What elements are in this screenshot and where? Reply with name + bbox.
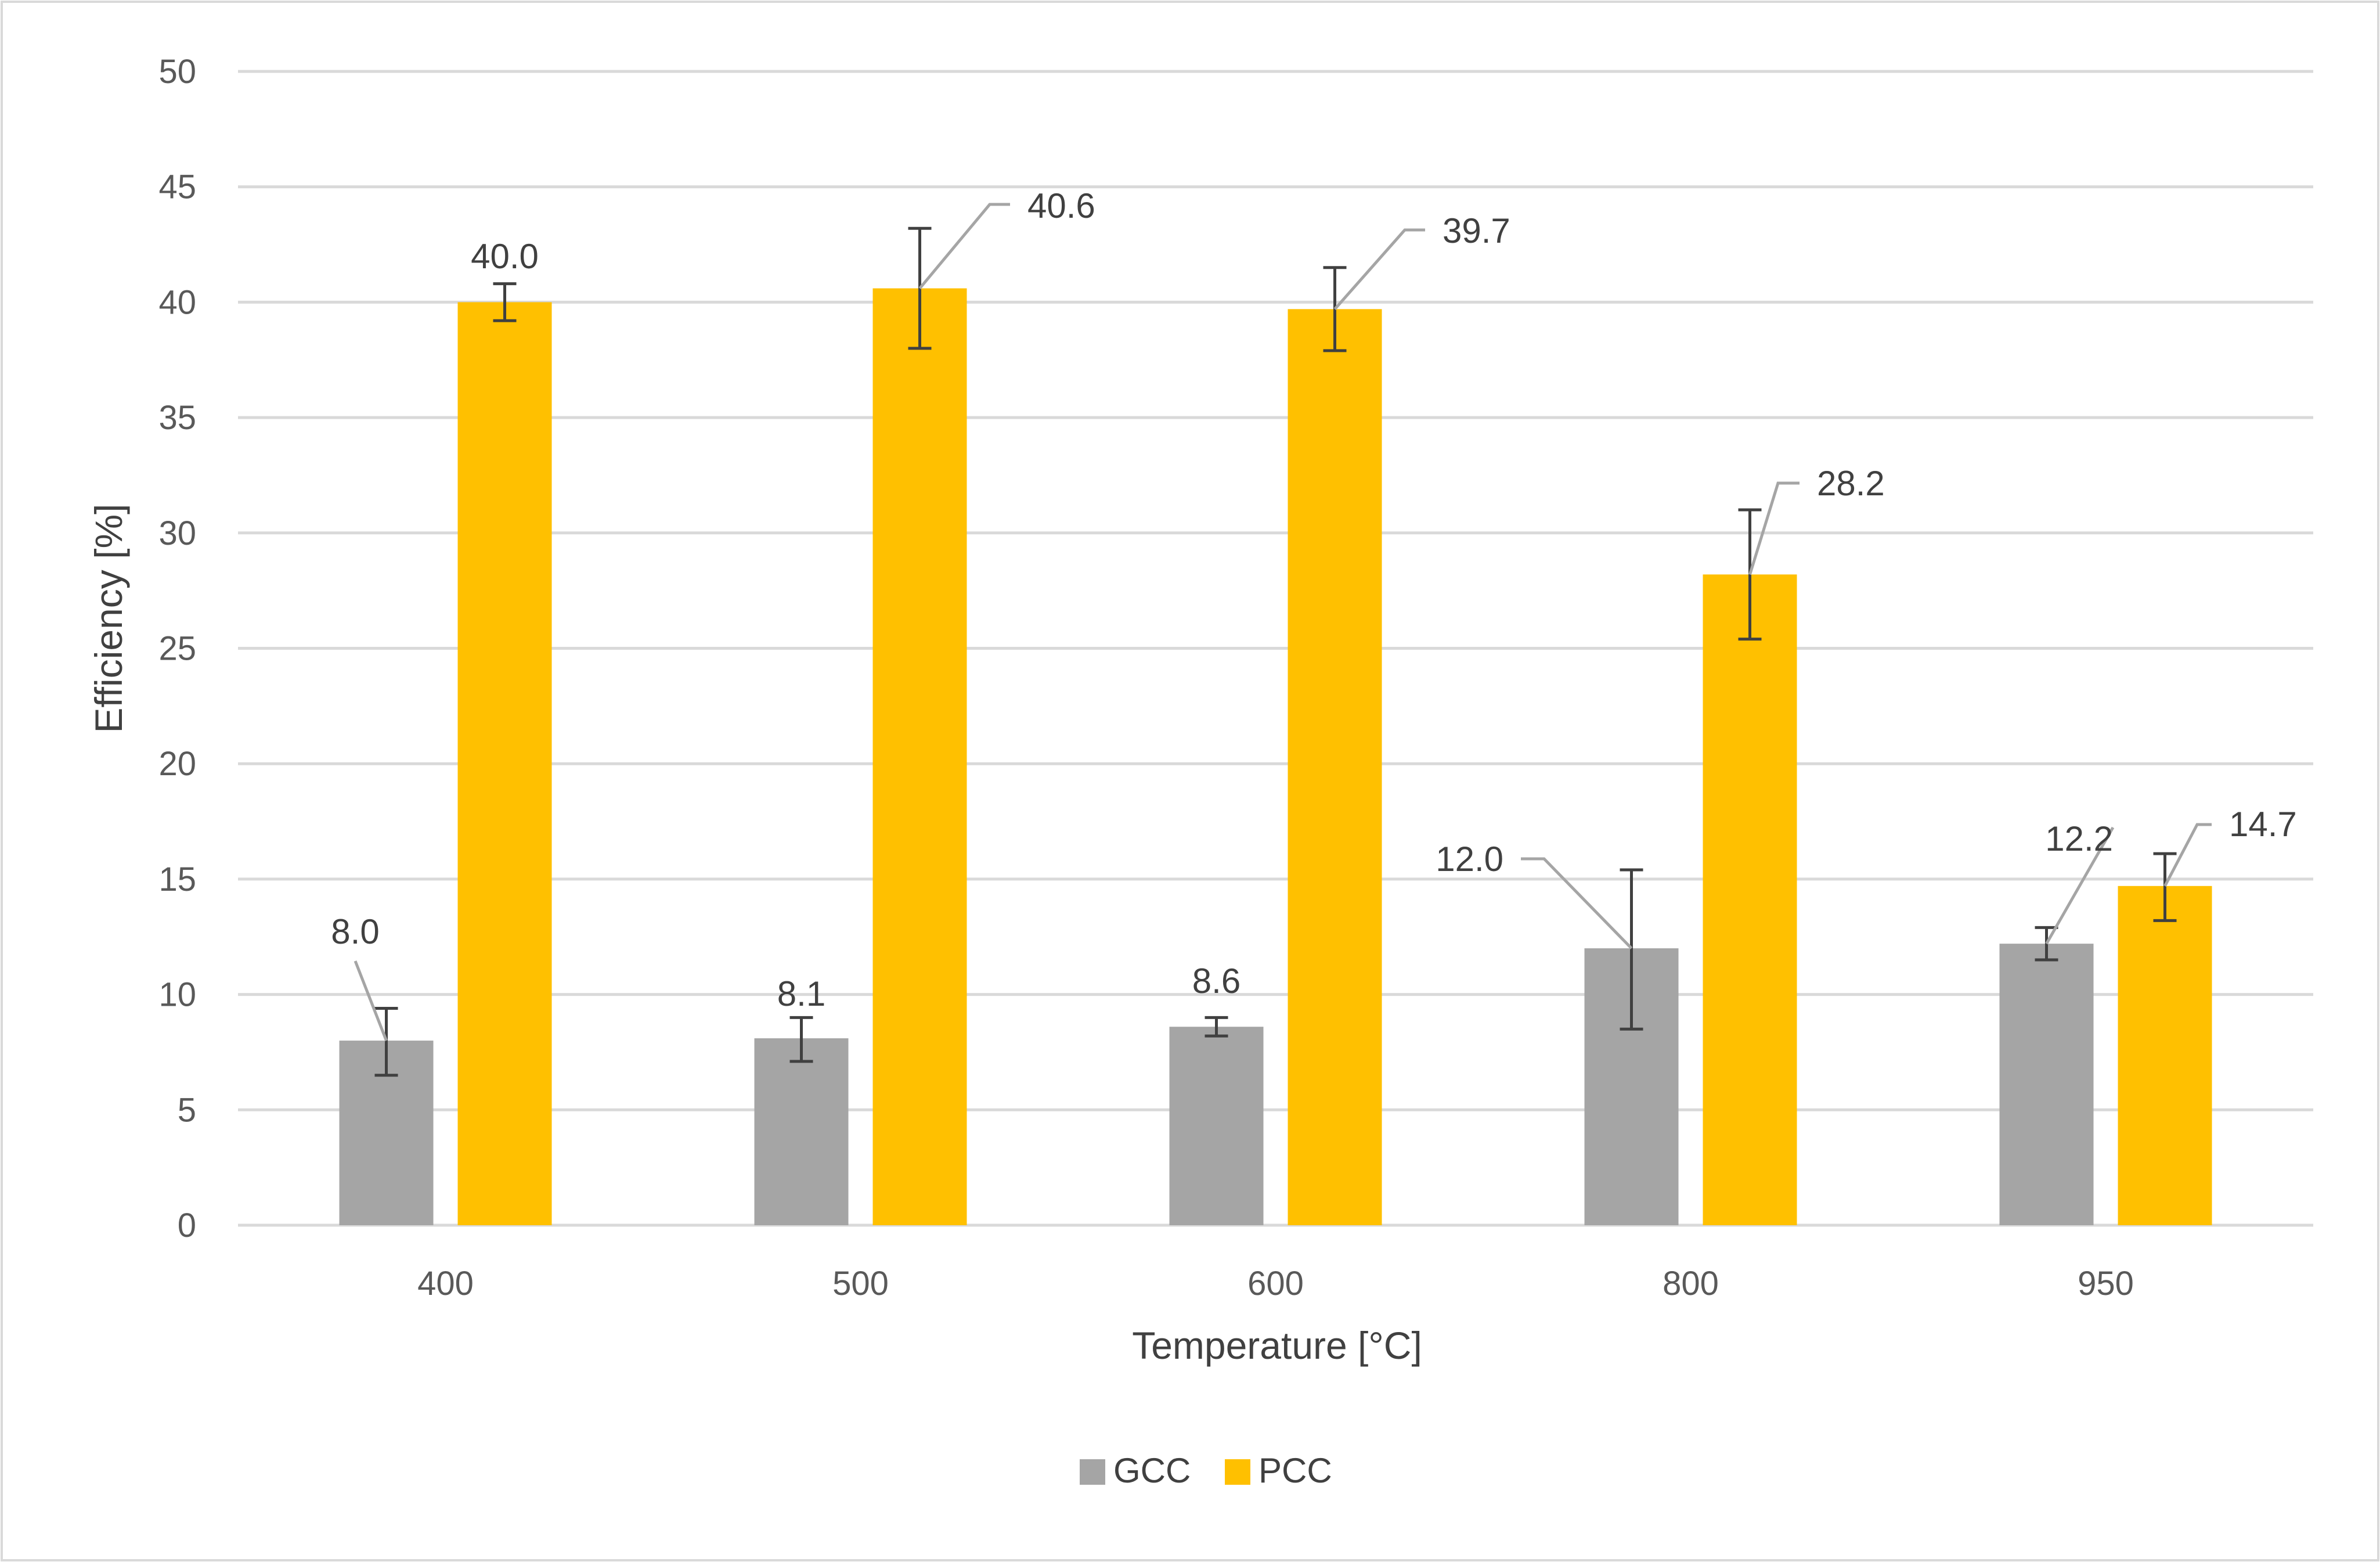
label-leader-line [2045, 826, 2115, 945]
data-label: 39.7 [1443, 211, 1510, 250]
y-tick-label: 40 [158, 283, 196, 321]
label-leader-line [1333, 228, 1425, 310]
label-leader-line [354, 960, 388, 1041]
x-tick-label: 800 [1663, 1265, 1719, 1302]
bar-pcc [872, 288, 967, 1225]
data-labels: 8.0 8.1 8.6 12.0 12.2 40.0 40.6 39.7 28.2 14.7 [331, 186, 2297, 1041]
gridlines [238, 70, 2313, 1227]
label-leader-line [2163, 823, 2212, 887]
error-bars [374, 226, 2177, 1077]
label-leader-line [918, 203, 1010, 290]
y-tick-label: 0 [178, 1207, 196, 1244]
x-axis-ticks: 400 500 600 800 950 [417, 1265, 2134, 1302]
x-tick-label: 600 [1247, 1265, 1304, 1302]
y-axis-ticks: 0 5 10 15 20 25 30 35 40 45 50 [158, 53, 196, 1244]
y-tick-label: 15 [158, 861, 196, 898]
label-leader-line [1521, 857, 1633, 949]
bar-gcc [1999, 944, 2094, 1225]
bar-gcc [1169, 1027, 1264, 1225]
y-tick-label: 10 [158, 976, 196, 1014]
data-label: 40.6 [1027, 186, 1095, 225]
bar-pcc [1703, 574, 1797, 1225]
bar-pcc [2118, 886, 2212, 1225]
data-label: 8.1 [777, 974, 825, 1013]
legend-label-pcc: PCC [1258, 1451, 1332, 1490]
x-tick-label: 950 [2078, 1265, 2134, 1302]
bar-gcc [754, 1038, 849, 1225]
legend-swatch-gcc [1080, 1459, 1105, 1485]
legend: GCC PCC [1080, 1451, 1332, 1490]
x-tick-label: 500 [832, 1265, 889, 1302]
y-tick-label: 50 [158, 53, 196, 91]
data-label: 8.0 [331, 912, 379, 951]
data-label: 8.6 [1192, 962, 1241, 1000]
bar-pcc [1288, 309, 1382, 1225]
legend-swatch-pcc [1225, 1459, 1250, 1485]
bars [339, 288, 2212, 1225]
y-tick-label: 35 [158, 399, 196, 437]
x-axis-title: Temperature [°C] [1132, 1324, 1422, 1367]
data-label: 12.0 [1436, 840, 1503, 879]
y-tick-label: 30 [158, 514, 196, 552]
y-tick-label: 5 [178, 1091, 196, 1129]
data-label: 40.0 [471, 237, 539, 276]
y-tick-label: 45 [158, 168, 196, 206]
label-leader-line [1748, 481, 1800, 575]
y-axis-title: Efficiency [%] [87, 504, 130, 733]
y-tick-label: 20 [158, 745, 196, 783]
bar-pcc [457, 302, 552, 1225]
data-label: 28.2 [1817, 464, 1885, 503]
data-label: 14.7 [2229, 805, 2297, 844]
x-tick-label: 400 [417, 1265, 474, 1302]
data-label: 12.2 [2045, 819, 2113, 858]
y-tick-label: 25 [158, 630, 196, 668]
legend-label-gcc: GCC [1113, 1451, 1191, 1490]
